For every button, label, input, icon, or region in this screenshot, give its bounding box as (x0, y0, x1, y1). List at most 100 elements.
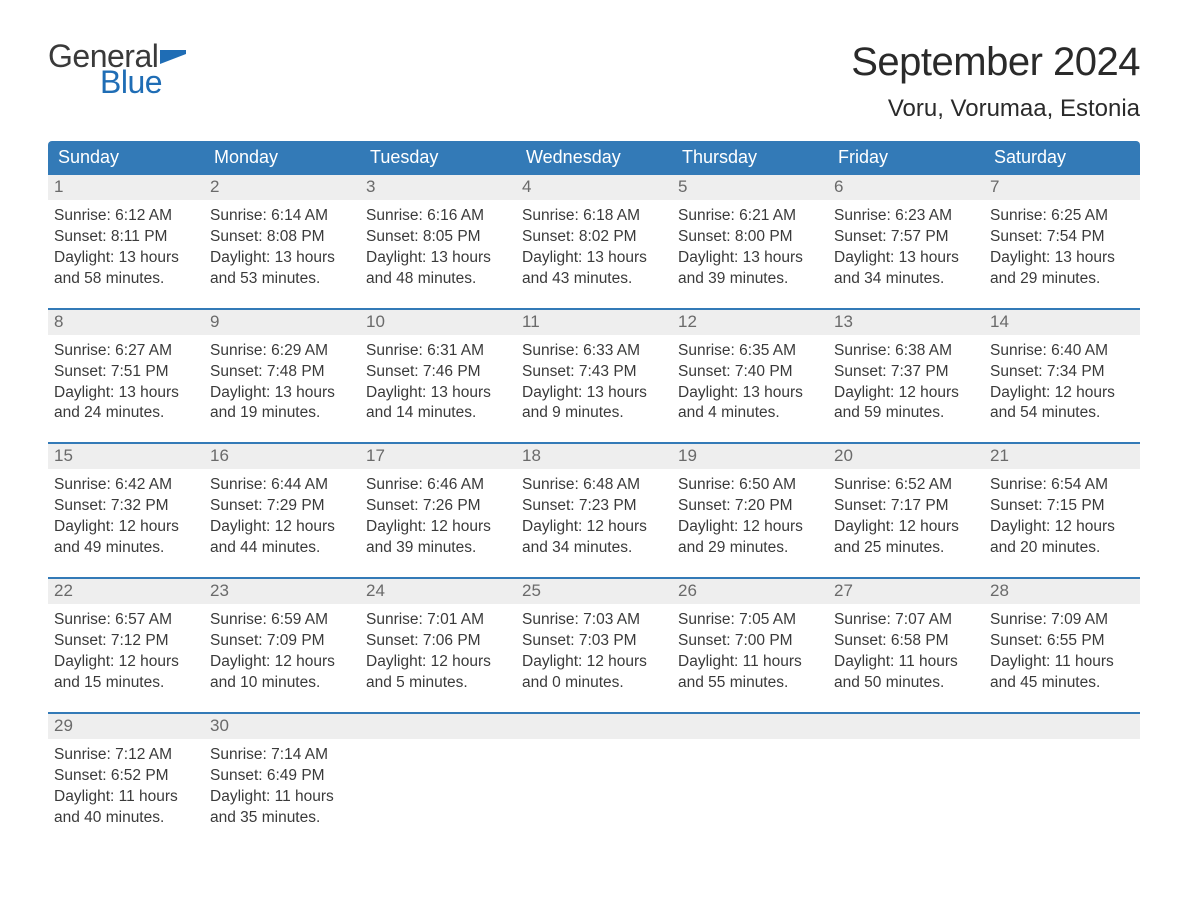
day-sunrise: Sunrise: 6:33 AM (522, 341, 666, 362)
day-sunset: Sunset: 7:40 PM (678, 362, 822, 383)
day-sunrise: Sunrise: 6:48 AM (522, 475, 666, 496)
day-sunrise: Sunrise: 6:14 AM (210, 206, 354, 227)
day-sunset: Sunset: 7:00 PM (678, 631, 822, 652)
day-num-row: 1 (48, 175, 204, 200)
day-sunset: Sunset: 7:57 PM (834, 227, 978, 248)
day-number: 3 (366, 177, 375, 196)
day-num-row: 25 (516, 579, 672, 604)
day-cell: . (516, 714, 672, 847)
day-sunrise: Sunrise: 6:57 AM (54, 610, 198, 631)
day-num-row: 4 (516, 175, 672, 200)
day-daylight1: Daylight: 13 hours (990, 248, 1134, 269)
day-body: Sunrise: 6:59 AMSunset: 7:09 PMDaylight:… (204, 604, 360, 712)
day-header-cell: Monday (204, 141, 360, 175)
day-num-row: 18 (516, 444, 672, 469)
day-daylight1: Daylight: 13 hours (678, 248, 822, 269)
day-sunset: Sunset: 7:51 PM (54, 362, 198, 383)
day-number: 10 (366, 312, 385, 331)
day-sunset: Sunset: 8:00 PM (678, 227, 822, 248)
day-number: 7 (990, 177, 999, 196)
day-num-row: . (516, 714, 672, 739)
day-daylight2: and 5 minutes. (366, 673, 510, 694)
day-sunset: Sunset: 7:23 PM (522, 496, 666, 517)
day-daylight2: and 14 minutes. (366, 403, 510, 424)
day-cell: . (828, 714, 984, 847)
day-cell: 11Sunrise: 6:33 AMSunset: 7:43 PMDayligh… (516, 310, 672, 443)
day-body: Sunrise: 6:46 AMSunset: 7:26 PMDaylight:… (360, 469, 516, 577)
day-body: Sunrise: 6:31 AMSunset: 7:46 PMDaylight:… (360, 335, 516, 443)
day-number: 23 (210, 581, 229, 600)
day-num-row: . (672, 714, 828, 739)
day-num-row: 26 (672, 579, 828, 604)
day-daylight1: Daylight: 12 hours (834, 383, 978, 404)
day-num-row: 6 (828, 175, 984, 200)
day-daylight1: Daylight: 13 hours (366, 248, 510, 269)
day-sunset: Sunset: 7:46 PM (366, 362, 510, 383)
day-sunrise: Sunrise: 7:05 AM (678, 610, 822, 631)
day-daylight1: Daylight: 12 hours (834, 517, 978, 538)
day-body: Sunrise: 6:21 AMSunset: 8:00 PMDaylight:… (672, 200, 828, 308)
day-number: 6 (834, 177, 843, 196)
day-daylight2: and 45 minutes. (990, 673, 1134, 694)
day-daylight2: and 24 minutes. (54, 403, 198, 424)
day-daylight2: and 10 minutes. (210, 673, 354, 694)
day-sunset: Sunset: 8:02 PM (522, 227, 666, 248)
day-sunset: Sunset: 6:49 PM (210, 766, 354, 787)
day-sunrise: Sunrise: 7:12 AM (54, 745, 198, 766)
day-num-row: 3 (360, 175, 516, 200)
day-sunrise: Sunrise: 6:27 AM (54, 341, 198, 362)
day-daylight2: and 25 minutes. (834, 538, 978, 559)
day-cell: 25Sunrise: 7:03 AMSunset: 7:03 PMDayligh… (516, 579, 672, 712)
day-daylight1: Daylight: 12 hours (210, 517, 354, 538)
day-sunrise: Sunrise: 6:38 AM (834, 341, 978, 362)
day-cell: 17Sunrise: 6:46 AMSunset: 7:26 PMDayligh… (360, 444, 516, 577)
day-number: 11 (522, 312, 540, 331)
day-cell: 9 Sunrise: 6:29 AMSunset: 7:48 PMDaylight… (204, 310, 360, 443)
day-daylight2: and 15 minutes. (54, 673, 198, 694)
day-sunset: Sunset: 8:11 PM (54, 227, 198, 248)
day-num-row: 24 (360, 579, 516, 604)
day-daylight2: and 39 minutes. (366, 538, 510, 559)
day-cell: 8Sunrise: 6:27 AMSunset: 7:51 PMDaylight… (48, 310, 204, 443)
day-body: Sunrise: 6:57 AMSunset: 7:12 PMDaylight:… (48, 604, 204, 712)
day-daylight2: and 58 minutes. (54, 269, 198, 290)
day-sunrise: Sunrise: 7:14 AM (210, 745, 354, 766)
day-daylight2: and 53 minutes. (210, 269, 354, 290)
day-body: Sunrise: 7:05 AMSunset: 7:00 PMDaylight:… (672, 604, 828, 712)
day-number: 16 (210, 446, 229, 465)
day-number: 4 (522, 177, 531, 196)
day-sunrise: Sunrise: 6:52 AM (834, 475, 978, 496)
day-body: Sunrise: 7:01 AMSunset: 7:06 PMDaylight:… (360, 604, 516, 712)
day-body: Sunrise: 6:29 AMSunset: 7:48 PMDaylight:… (204, 335, 360, 443)
day-body: Sunrise: 6:27 AMSunset: 7:51 PMDaylight:… (48, 335, 204, 443)
day-daylight2: and 50 minutes. (834, 673, 978, 694)
week-row: 15Sunrise: 6:42 AMSunset: 7:32 PMDayligh… (48, 442, 1140, 577)
day-body: Sunrise: 6:48 AMSunset: 7:23 PMDaylight:… (516, 469, 672, 577)
day-sunset: Sunset: 7:32 PM (54, 496, 198, 517)
day-daylight1: Daylight: 12 hours (990, 383, 1134, 404)
day-number: 9 (210, 312, 219, 331)
day-number: 28 (990, 581, 1009, 600)
day-num-row: 20 (828, 444, 984, 469)
day-cell: . (672, 714, 828, 847)
day-num-row: 15 (48, 444, 204, 469)
day-daylight1: Daylight: 12 hours (990, 517, 1134, 538)
day-daylight1: Daylight: 12 hours (366, 652, 510, 673)
day-cell: 12Sunrise: 6:35 AMSunset: 7:40 PMDayligh… (672, 310, 828, 443)
day-daylight2: and 20 minutes. (990, 538, 1134, 559)
day-number: 18 (522, 446, 541, 465)
day-daylight1: Daylight: 11 hours (210, 787, 354, 808)
day-num-row: 30 (204, 714, 360, 739)
header: General Blue September 2024 Voru, Voruma… (48, 40, 1140, 123)
flag-icon (160, 50, 186, 68)
day-cell: 14Sunrise: 6:40 AMSunset: 7:34 PMDayligh… (984, 310, 1140, 443)
day-sunset: Sunset: 7:34 PM (990, 362, 1134, 383)
day-daylight2: and 54 minutes. (990, 403, 1134, 424)
day-num-row: 13 (828, 310, 984, 335)
day-body: Sunrise: 6:25 AMSunset: 7:54 PMDaylight:… (984, 200, 1140, 308)
day-daylight1: Daylight: 13 hours (210, 383, 354, 404)
day-sunset: Sunset: 8:05 PM (366, 227, 510, 248)
day-header-cell: Thursday (672, 141, 828, 175)
day-sunset: Sunset: 7:54 PM (990, 227, 1134, 248)
day-num-row: 2 (204, 175, 360, 200)
